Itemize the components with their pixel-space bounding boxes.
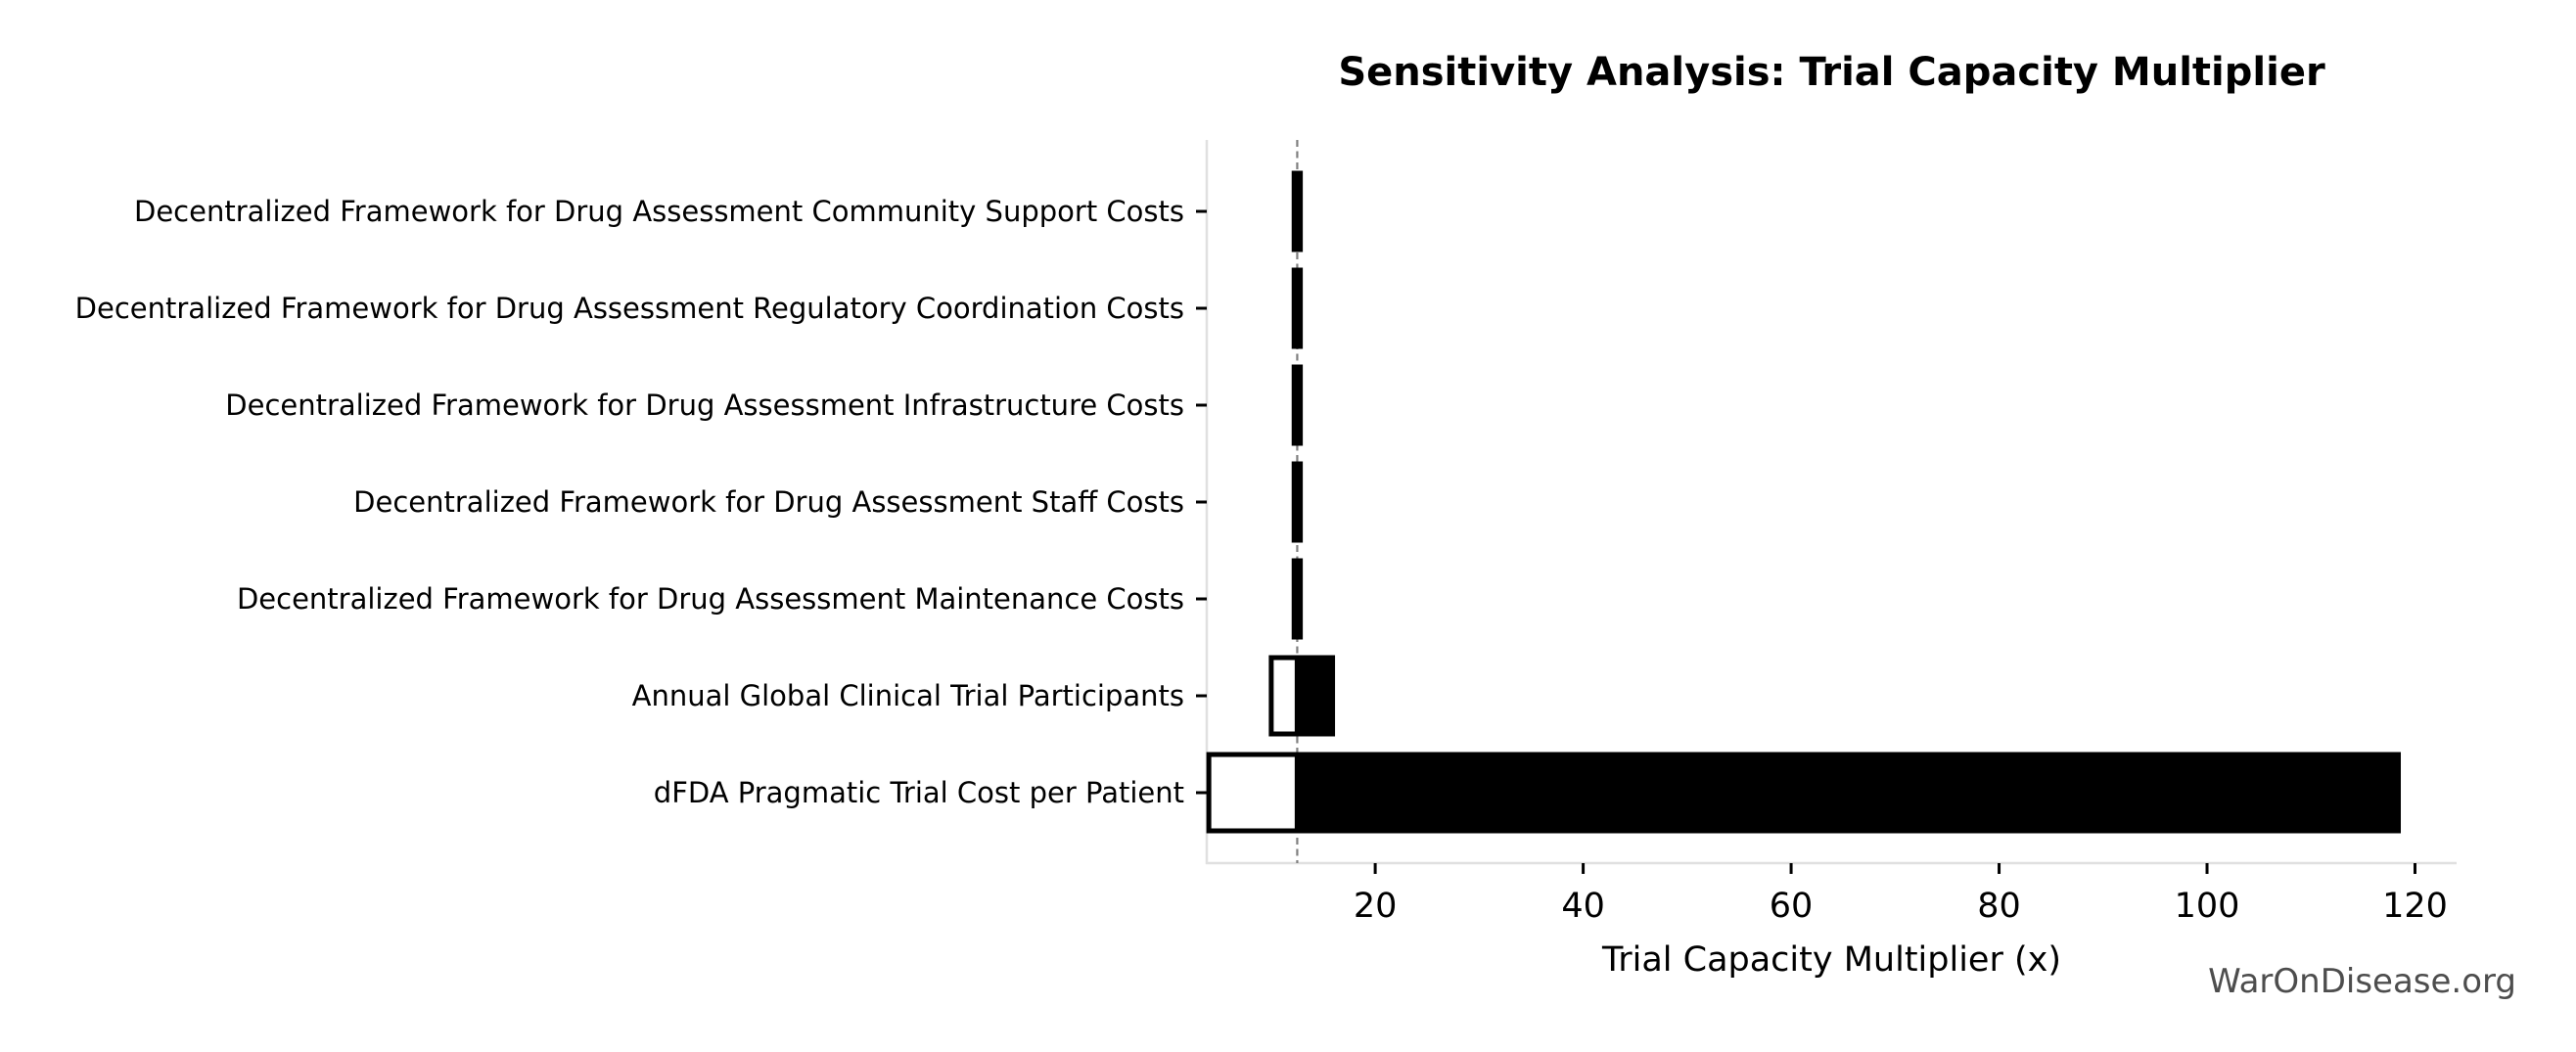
y-label-0: Decentralized Framework for Drug Assessm… <box>134 195 1184 228</box>
bar-high-5 <box>1294 655 1336 737</box>
bar-high-3 <box>1294 461 1304 543</box>
bar-high-4 <box>1294 558 1304 640</box>
y-label-4: Decentralized Framework for Drug Assessm… <box>237 582 1184 616</box>
x-tick-label-40: 40 <box>1561 887 1605 926</box>
y-label-5: Annual Global Clinical Trial Participant… <box>632 679 1184 712</box>
bar-high-1 <box>1294 267 1304 349</box>
y-label-6: dFDA Pragmatic Trial Cost per Patient <box>654 776 1184 809</box>
x-tick-label-100: 100 <box>2175 887 2240 926</box>
bar-low-5 <box>1268 655 1300 737</box>
y-label-3: Decentralized Framework for Drug Assessm… <box>353 485 1184 519</box>
x-tick-label-80: 80 <box>1977 887 2021 926</box>
x-tick-label-60: 60 <box>1770 887 1814 926</box>
x-tick-label-120: 120 <box>2382 887 2448 926</box>
bar-high-6 <box>1294 752 2402 834</box>
chart-title: Sensitivity Analysis: Trial Capacity Mul… <box>1338 50 2325 95</box>
bar-low-6 <box>1206 752 1300 834</box>
y-label-2: Decentralized Framework for Drug Assessm… <box>225 389 1184 422</box>
x-axis-label: Trial Capacity Multiplier (x) <box>1601 940 2061 980</box>
watermark: WarOnDisease.org <box>2208 962 2516 1001</box>
bar-high-2 <box>1294 364 1304 446</box>
y-label-1: Decentralized Framework for Drug Assessm… <box>75 292 1184 325</box>
bar-high-0 <box>1294 170 1304 252</box>
x-tick-label-20: 20 <box>1354 887 1398 926</box>
